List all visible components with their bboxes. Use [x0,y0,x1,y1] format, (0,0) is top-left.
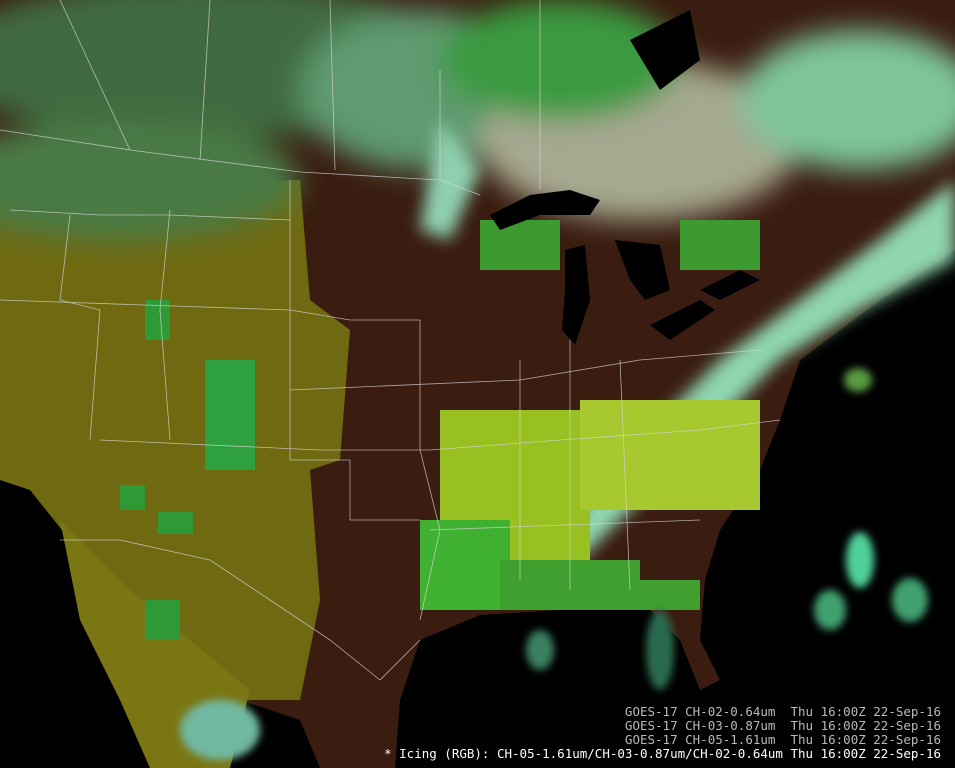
legend-channel-02: GOES-17 CH-02-0.64um Thu 16:00Z 22-Sep-1… [624,704,941,719]
canada-clouds [0,0,955,240]
legend-channel-05: GOES-17 CH-05-1.61um Thu 16:00Z 22-Sep-1… [624,732,941,747]
great-lakes [490,10,760,345]
atlantic-clouds [180,368,928,760]
political-boundaries [0,0,781,681]
legend-channel-03: GOES-17 CH-03-0.87um Thu 16:00Z 22-Sep-1… [624,718,941,733]
product-label: * Icing (RGB): CH-05-1.61um/CH-03-0.87um… [384,746,941,761]
